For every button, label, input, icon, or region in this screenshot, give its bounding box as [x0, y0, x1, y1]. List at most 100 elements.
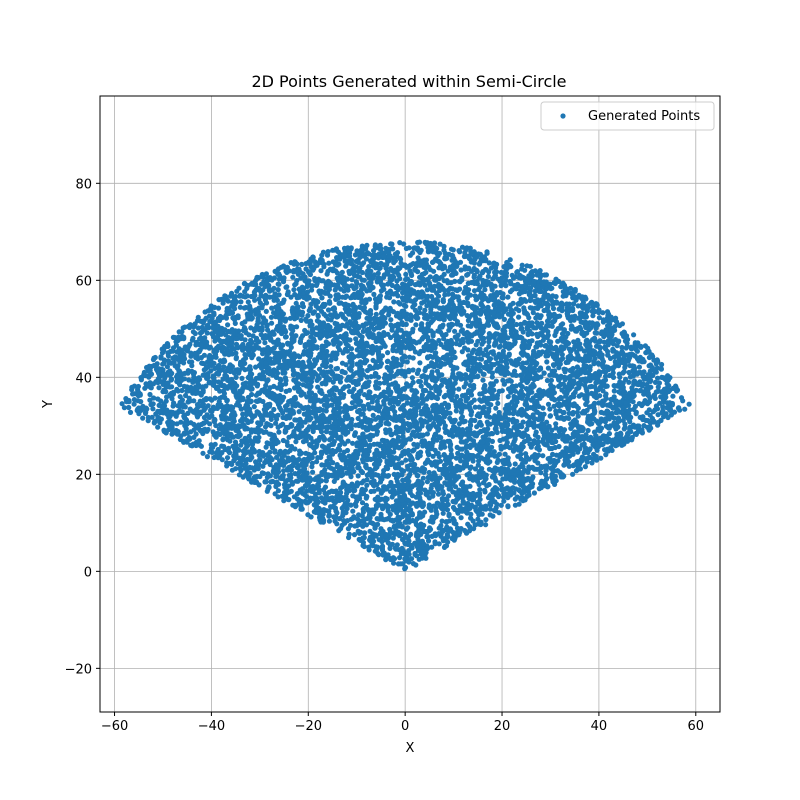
scatter-point	[458, 439, 464, 445]
scatter-point	[343, 293, 350, 299]
scatter-point	[314, 417, 320, 423]
scatter-point	[309, 322, 315, 328]
scatter-point	[520, 419, 526, 425]
scatter-point	[539, 393, 545, 399]
scatter-point	[548, 377, 555, 383]
scatter-point	[480, 377, 486, 383]
scatter-point	[295, 388, 301, 394]
scatter-point	[230, 315, 236, 321]
scatter-point	[338, 489, 344, 496]
scatter-point	[236, 472, 242, 478]
scatter-point	[313, 303, 319, 309]
scatter-point	[147, 391, 153, 398]
scatter-point	[643, 417, 649, 423]
scatter-point	[477, 496, 483, 502]
scatter-point	[265, 377, 271, 383]
scatter-point	[409, 402, 415, 408]
scatter-point	[201, 352, 207, 358]
scatter-point	[465, 266, 471, 272]
scatter-point	[379, 437, 385, 443]
scatter-point	[212, 395, 218, 401]
scatter-point	[626, 379, 632, 385]
scatter-point	[476, 275, 482, 281]
scatter-point	[486, 339, 492, 345]
scatter-point	[350, 302, 356, 309]
scatter-point	[513, 329, 519, 335]
scatter-point	[338, 374, 344, 381]
scatter-point	[620, 405, 626, 411]
scatter-point	[610, 370, 616, 376]
scatter-point	[549, 323, 555, 329]
scatter-point	[505, 503, 511, 509]
scatter-point	[531, 278, 537, 284]
scatter-point	[412, 552, 418, 558]
scatter-point	[446, 432, 453, 438]
scatter-point	[361, 403, 367, 410]
scatter-point	[534, 399, 540, 405]
scatter-point	[164, 364, 170, 370]
scatter-point	[373, 265, 379, 271]
scatter-point	[409, 483, 416, 489]
scatter-point	[525, 344, 532, 351]
scatter-point	[374, 398, 380, 404]
scatter-point	[430, 338, 436, 344]
scatter-point	[349, 416, 355, 423]
scatter-point	[366, 264, 372, 270]
scatter-point	[319, 295, 325, 301]
scatter-point	[300, 382, 306, 388]
scatter-point	[486, 331, 492, 337]
scatter-point	[499, 487, 505, 493]
scatter-point	[686, 401, 692, 407]
scatter-point	[396, 272, 402, 278]
scatter-point	[403, 457, 409, 463]
scatter-point	[348, 346, 355, 352]
scatter-point	[394, 542, 400, 548]
scatter-point	[364, 250, 371, 256]
scatter-point	[437, 241, 443, 247]
scatter-point	[355, 415, 361, 422]
scatter-point	[320, 433, 326, 439]
scatter-point	[387, 511, 393, 517]
scatter-point	[349, 469, 355, 475]
scatter-point	[297, 416, 303, 422]
scatter-point	[401, 241, 407, 247]
scatter-point	[610, 348, 616, 354]
scatter-point	[420, 398, 426, 405]
scatter-point	[376, 441, 382, 447]
scatter-point	[214, 365, 220, 371]
scatter-point	[651, 418, 657, 424]
scatter-point	[260, 369, 266, 375]
scatter-point	[583, 320, 589, 326]
scatter-point	[253, 337, 260, 343]
scatter-point	[203, 315, 209, 321]
scatter-point	[412, 388, 419, 394]
scatter-point	[350, 440, 356, 446]
scatter-point	[493, 355, 499, 361]
scatter-point	[519, 262, 525, 268]
scatter-point	[550, 451, 556, 457]
scatter-point	[351, 532, 358, 538]
scatter-point	[263, 429, 269, 435]
scatter-point	[169, 370, 175, 376]
scatter-point	[446, 377, 452, 384]
scatter-point	[414, 402, 420, 408]
scatter-point	[379, 476, 385, 482]
scatter-point	[424, 479, 430, 485]
scatter-point	[575, 413, 581, 419]
scatter-point	[476, 458, 482, 464]
scatter-point	[597, 345, 603, 351]
scatter-point	[256, 345, 262, 351]
scatter-point	[229, 467, 235, 473]
scatter-point	[587, 384, 593, 390]
scatter-point	[490, 333, 496, 339]
scatter-point	[483, 522, 489, 528]
scatter-point	[215, 384, 221, 390]
scatter-point	[493, 405, 499, 411]
scatter-point	[289, 422, 295, 428]
scatter-point	[426, 363, 432, 369]
scatter-point	[220, 437, 226, 443]
scatter-point	[524, 426, 530, 432]
scatter-point	[501, 498, 507, 504]
scatter-point	[429, 369, 435, 375]
